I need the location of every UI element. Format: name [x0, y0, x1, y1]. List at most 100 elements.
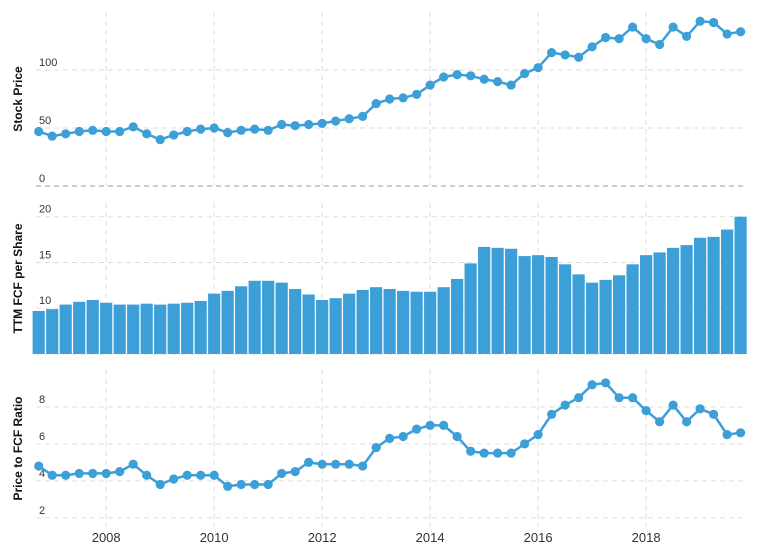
data-point[interactable] — [385, 94, 395, 104]
data-point[interactable] — [628, 393, 638, 403]
data-point[interactable] — [101, 126, 111, 137]
data-point[interactable] — [331, 116, 341, 126]
data-point[interactable] — [709, 409, 719, 419]
data-point[interactable] — [520, 439, 530, 449]
data-point[interactable] — [560, 400, 570, 410]
data-point[interactable] — [74, 468, 84, 479]
data-point[interactable] — [61, 129, 71, 139]
data-point[interactable] — [614, 34, 624, 44]
data-point[interactable] — [142, 129, 152, 139]
data-point[interactable] — [371, 99, 381, 109]
data-point[interactable] — [655, 417, 665, 427]
data-point[interactable] — [250, 124, 260, 134]
data-point[interactable] — [695, 404, 705, 414]
data-point[interactable] — [736, 428, 746, 438]
data-point[interactable] — [668, 400, 678, 410]
data-point[interactable] — [331, 459, 341, 469]
data-point[interactable] — [290, 466, 300, 477]
data-point[interactable] — [574, 52, 584, 62]
data-point[interactable] — [722, 29, 732, 39]
data-point[interactable] — [493, 77, 503, 87]
data-point[interactable] — [209, 470, 219, 480]
data-point[interactable] — [169, 474, 179, 484]
data-point[interactable] — [371, 442, 381, 453]
data-point[interactable] — [479, 74, 489, 84]
data-point[interactable] — [34, 461, 44, 471]
data-point[interactable] — [398, 431, 408, 442]
data-point[interactable] — [209, 123, 219, 133]
data-point[interactable] — [182, 470, 192, 480]
data-point[interactable] — [506, 448, 516, 458]
data-point[interactable] — [74, 126, 84, 137]
data-point[interactable] — [142, 470, 152, 480]
data-point[interactable] — [236, 125, 246, 135]
data-point[interactable] — [520, 68, 530, 79]
data-point[interactable] — [385, 433, 395, 443]
data-point[interactable] — [466, 446, 476, 456]
data-point[interactable] — [277, 119, 287, 130]
data-point[interactable] — [412, 424, 422, 434]
data-point[interactable] — [560, 50, 570, 60]
data-point[interactable] — [263, 125, 273, 135]
data-point[interactable] — [88, 125, 98, 135]
data-point[interactable] — [587, 42, 597, 52]
data-point[interactable] — [682, 417, 692, 427]
data-point[interactable] — [88, 468, 98, 479]
data-point[interactable] — [344, 459, 354, 469]
data-point[interactable] — [493, 448, 503, 458]
data-point[interactable] — [115, 466, 125, 477]
data-point[interactable] — [425, 420, 435, 431]
data-point[interactable] — [115, 126, 125, 137]
data-point[interactable] — [736, 27, 746, 37]
data-point[interactable] — [47, 131, 57, 141]
data-point[interactable] — [290, 121, 300, 131]
data-point[interactable] — [155, 479, 165, 490]
data-point[interactable] — [452, 431, 462, 442]
data-point[interactable] — [155, 135, 165, 145]
data-point[interactable] — [182, 126, 192, 137]
data-point[interactable] — [128, 122, 138, 132]
data-point[interactable] — [601, 378, 611, 388]
data-point[interactable] — [196, 470, 206, 480]
data-point[interactable] — [466, 71, 476, 81]
data-point[interactable] — [101, 468, 111, 479]
data-point[interactable] — [344, 114, 354, 124]
data-point[interactable] — [601, 32, 611, 43]
data-point[interactable] — [236, 479, 246, 490]
data-point[interactable] — [358, 111, 368, 121]
data-point[interactable] — [317, 118, 327, 128]
data-point[interactable] — [574, 393, 584, 403]
data-point[interactable] — [196, 124, 206, 134]
data-point[interactable] — [304, 119, 314, 130]
data-point[interactable] — [668, 22, 678, 32]
data-point[interactable] — [628, 22, 638, 32]
data-point[interactable] — [709, 17, 719, 28]
data-point[interactable] — [317, 459, 327, 469]
data-point[interactable] — [655, 39, 665, 50]
data-point[interactable] — [506, 80, 516, 90]
data-point[interactable] — [452, 70, 462, 80]
data-point[interactable] — [358, 461, 368, 471]
data-point[interactable] — [425, 80, 435, 90]
data-point[interactable] — [223, 128, 233, 138]
data-point[interactable] — [479, 448, 489, 458]
data-point[interactable] — [587, 380, 597, 390]
data-point[interactable] — [277, 468, 287, 479]
data-point[interactable] — [250, 479, 260, 490]
data-point[interactable] — [223, 481, 233, 491]
data-point[interactable] — [533, 63, 543, 73]
data-point[interactable] — [547, 409, 557, 419]
data-point[interactable] — [439, 72, 449, 82]
data-point[interactable] — [61, 470, 71, 480]
data-point[interactable] — [34, 126, 44, 137]
data-point[interactable] — [169, 130, 179, 140]
data-point[interactable] — [722, 430, 732, 440]
data-point[interactable] — [547, 48, 557, 58]
data-point[interactable] — [641, 406, 651, 416]
data-point[interactable] — [533, 430, 543, 440]
data-point[interactable] — [47, 470, 57, 480]
data-point[interactable] — [695, 16, 705, 26]
data-point[interactable] — [304, 457, 314, 467]
data-point[interactable] — [439, 420, 449, 431]
data-point[interactable] — [641, 34, 651, 44]
